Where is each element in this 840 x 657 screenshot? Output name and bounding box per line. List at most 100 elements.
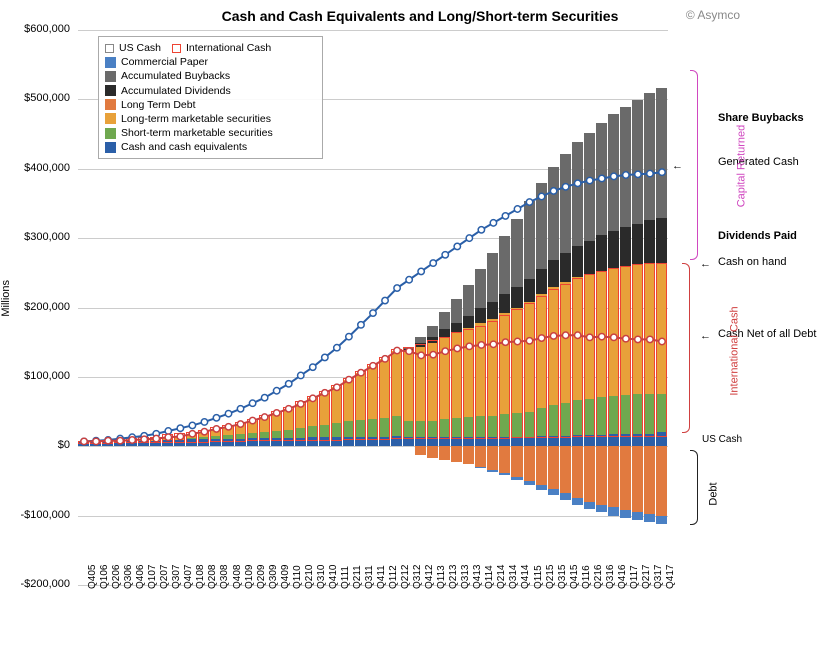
bar-seg-st_sec [307,426,318,437]
x-tick-label: Q408 [232,565,243,589]
arrow-gen-cash: ← [672,160,683,172]
bar-column [620,30,631,585]
bar-seg-comm_paper [572,498,583,505]
bar-seg-cash [78,441,89,446]
bar-seg-st_sec [198,437,209,439]
y-tick-label: $500,000 [0,92,70,104]
arrow-cash-net: ← [700,330,711,342]
legend-label: Cash and cash equivalents [121,140,247,154]
bar-seg-cash [656,432,667,446]
bar-column [572,30,583,585]
legend-row: Short-term marketable securities [105,126,316,140]
bar-column [78,30,89,585]
bar-seg-lt_sec [259,417,270,432]
x-tick-label: Q316 [605,565,616,589]
bar-seg-acc_div [463,316,474,328]
bar-seg-st_sec [584,399,595,435]
bar-seg-lt_debt [608,446,619,507]
bar-seg-lt_sec [499,313,510,414]
bar-seg-comm_paper [499,473,510,476]
y-tick-label: $100,000 [0,370,70,382]
bar-seg-acc_div [487,302,498,319]
bar-seg-st_sec [596,397,607,435]
bar-seg-st_sec [283,430,294,438]
bar-seg-acc_buy [415,337,426,343]
bar-seg-acc_buy [487,253,498,302]
bar-seg-cash [174,440,185,446]
x-tick-label: Q312 [412,565,423,589]
legend-row: Commercial Paper [105,55,316,69]
bar-seg-lt_debt [451,446,462,461]
bar-seg-cash [403,437,414,446]
y-tick-label: $300,000 [0,231,70,243]
bar-seg-lt_debt [584,446,595,502]
bar-seg-lt_sec [596,271,607,397]
bar-seg-acc_div [403,349,414,351]
bar-seg-acc_buy [475,269,486,308]
legend-swatch [105,71,116,82]
bar-seg-acc_div [644,220,655,264]
bar-seg-lt_sec [126,440,137,441]
y-tick-label: $600,000 [0,23,70,35]
bar-seg-acc_div [427,337,438,343]
bar-seg-lt_debt [475,446,486,467]
bar-seg-lt_sec [222,427,233,435]
bar-column [584,30,595,585]
bar-seg-comm_paper [584,502,595,510]
legend-header: US Cash International Cash [105,41,316,55]
bar-seg-st_sec [331,423,342,437]
bar-seg-lt_sec [451,333,462,418]
bar-seg-st_sec [222,435,233,438]
bar-seg-cash [150,441,161,447]
bar-seg-lt_sec [548,287,559,405]
bar-seg-acc_div [499,294,510,313]
bar-seg-lt_sec [608,268,619,396]
x-tick-label: Q415 [569,565,580,589]
bar-seg-lt_sec [283,409,294,430]
bar-seg-acc_buy [644,93,655,220]
bar-seg-cash [247,438,258,446]
bar-seg-cash [511,437,522,447]
bar-seg-acc_buy [403,348,414,349]
brace-debt [690,450,698,525]
bar-seg-st_sec [427,421,438,438]
bar-seg-st_sec [560,403,571,436]
brace-intl-cash [682,263,690,433]
bar-seg-cash [343,437,354,447]
bar-seg-acc_buy [572,142,583,246]
x-tick-label: Q117 [629,565,640,589]
bar-seg-cash [114,441,125,447]
legend-row: Long Term Debt [105,98,316,112]
bar-seg-st_sec [367,419,378,437]
us-cash-swatch [105,44,114,53]
bar-seg-cash [475,437,486,447]
bar-seg-lt_sec [210,429,221,436]
bar-seg-cash [222,439,233,447]
bar-seg-comm_paper [560,493,571,499]
legend-swatch [105,99,116,110]
bar-seg-lt_sec [235,424,246,434]
bar-seg-comm_paper [608,507,619,515]
bar-seg-st_sec [524,412,535,437]
bar-seg-lt_sec [536,294,547,408]
bar-seg-lt_debt [415,446,426,454]
bar-seg-acc_buy [451,299,462,323]
bar-column [379,30,390,585]
x-tick-label: Q308 [219,565,230,589]
bar-seg-cash [572,435,583,446]
bar-seg-acc_div [548,260,559,287]
y-tick-label: $400,000 [0,162,70,174]
bar-seg-acc_div [572,246,583,277]
bar-column [608,30,619,585]
bar-seg-lt_debt [427,446,438,458]
x-tick-label: Q206 [111,565,122,589]
x-tick-label: Q113 [436,565,447,589]
bar-seg-cash [608,434,619,446]
bar-seg-lt_sec [138,439,149,440]
legend-intl-cash: International Cash [186,41,271,55]
legend-swatch [105,57,116,68]
bar-seg-comm_paper [548,489,559,495]
bar-seg-st_sec [343,421,354,436]
arrow-cash-on-hand: ← [700,258,711,270]
bar-seg-st_sec [439,419,450,437]
